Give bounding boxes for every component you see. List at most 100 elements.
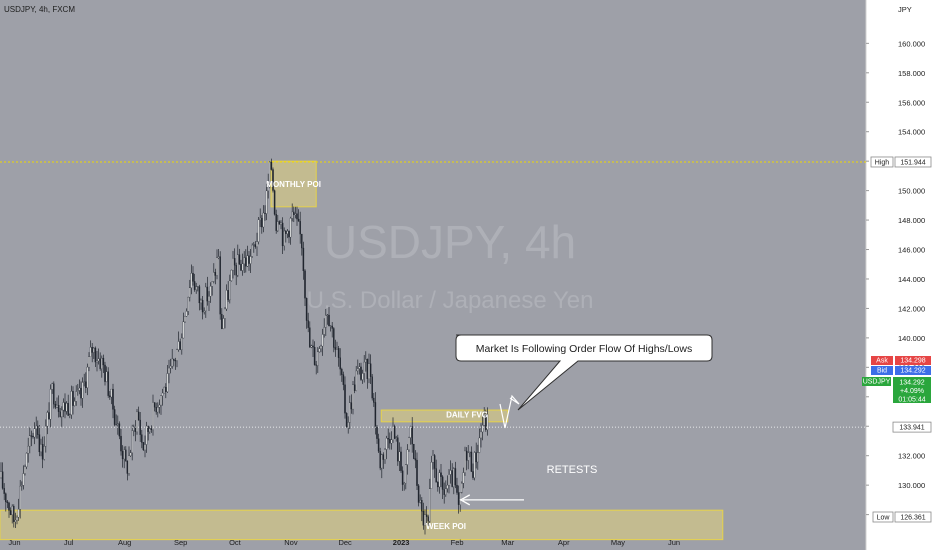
candle-body: [464, 450, 466, 473]
candle-body: [393, 426, 396, 439]
candle-body: [401, 470, 404, 485]
candle-body: [350, 402, 353, 410]
bid-label[interactable]: [871, 366, 893, 375]
candle-body: [352, 384, 354, 410]
x-tick-label: Dec: [338, 538, 352, 547]
candle-body: [349, 402, 351, 423]
candle-body: [334, 347, 337, 350]
candle-body: [189, 287, 191, 298]
high-label[interactable]: [870, 156, 894, 168]
candle-body: [425, 514, 428, 517]
low-label-text: Low: [877, 515, 891, 522]
y-tick-label: 140.000: [898, 334, 925, 343]
candle-body: [373, 397, 375, 403]
candle-body: [419, 500, 421, 503]
candle-body: [478, 437, 481, 453]
candle-body: [118, 423, 121, 437]
candle-body: [259, 217, 261, 220]
candle-body: [376, 426, 378, 439]
candle-body: [62, 402, 65, 411]
candle-body: [291, 211, 293, 219]
candle-body: [408, 437, 410, 450]
candle-body: [413, 443, 415, 459]
candle-body: [53, 383, 55, 405]
candle-body: [120, 435, 122, 452]
candle-body: [185, 311, 188, 317]
y-tick-label: 142.000: [898, 304, 925, 313]
watermark-subtitle: U.S. Dollar / Japanese Yen: [307, 287, 594, 314]
candle-body: [198, 286, 201, 304]
candle-body: [304, 270, 306, 299]
candle-body: [325, 315, 327, 328]
low-label[interactable]: [872, 511, 894, 523]
candle-body: [13, 506, 15, 522]
candle-body: [448, 474, 450, 486]
candle-body: [235, 265, 237, 276]
bid-value[interactable]: [895, 366, 931, 375]
candle-body: [179, 341, 181, 350]
candle-body: [83, 381, 85, 383]
candle-body: [97, 358, 100, 362]
candle-body: [51, 383, 53, 390]
candle-body: [368, 363, 370, 379]
candle-body: [67, 403, 69, 416]
candle-body: [157, 407, 159, 413]
candle-body: [197, 286, 199, 288]
candle-body: [467, 452, 469, 461]
candle-body: [387, 437, 389, 440]
week-poi-label: WEEK POI: [426, 522, 466, 531]
candle-body: [261, 217, 263, 228]
candle-body: [363, 361, 365, 374]
last-price-badge[interactable]: [893, 377, 931, 403]
high-value[interactable]: [894, 156, 932, 168]
x-tick-label: Sep: [174, 538, 187, 547]
candle-body: [145, 425, 148, 445]
last-symbol[interactable]: [862, 377, 891, 386]
candle-body: [251, 244, 253, 257]
order-flow-zigzag: [499, 394, 520, 429]
candle-body: [3, 488, 5, 494]
low-value[interactable]: [894, 511, 932, 523]
callout-bubble[interactable]: [455, 334, 713, 411]
candle-body: [165, 386, 167, 392]
y-tick-label: 148.000: [898, 216, 925, 225]
candle-body: [201, 299, 204, 313]
candle-body: [405, 464, 407, 484]
ask-label[interactable]: [871, 356, 893, 365]
candle-body: [337, 348, 340, 358]
candle-body: [230, 269, 233, 281]
candle-body: [409, 426, 412, 438]
candle-body: [78, 387, 81, 391]
candle-body: [144, 444, 146, 451]
candle-body: [328, 314, 330, 327]
daily-fvg-zone[interactable]: [380, 409, 509, 423]
candle-body: [9, 510, 12, 516]
candle-body: [129, 452, 132, 457]
candle-body: [371, 376, 373, 399]
high-label-text: High: [875, 159, 890, 166]
x-tick-label: Jun: [8, 538, 20, 547]
candle-body: [433, 455, 436, 469]
candle-body: [477, 452, 479, 463]
candle-body: [131, 430, 133, 453]
candle-body: [217, 256, 220, 258]
candle-body: [123, 449, 125, 460]
candles: [0, 158, 489, 535]
candle-body: [270, 161, 273, 170]
candle-body: [72, 391, 74, 406]
candle-body: [312, 345, 314, 348]
price-scale[interactable]: [866, 0, 932, 550]
candle-body: [93, 347, 95, 353]
candle-body: [160, 395, 162, 406]
ask-value[interactable]: [895, 356, 931, 365]
candle-body: [224, 308, 226, 319]
candle-body: [56, 405, 58, 408]
candle-body: [253, 244, 255, 246]
candle-body: [203, 310, 205, 313]
crosshair-price[interactable]: [892, 421, 932, 433]
week-poi-zone[interactable]: [0, 509, 724, 541]
candle-body: [317, 351, 319, 366]
candle-body: [398, 451, 401, 462]
